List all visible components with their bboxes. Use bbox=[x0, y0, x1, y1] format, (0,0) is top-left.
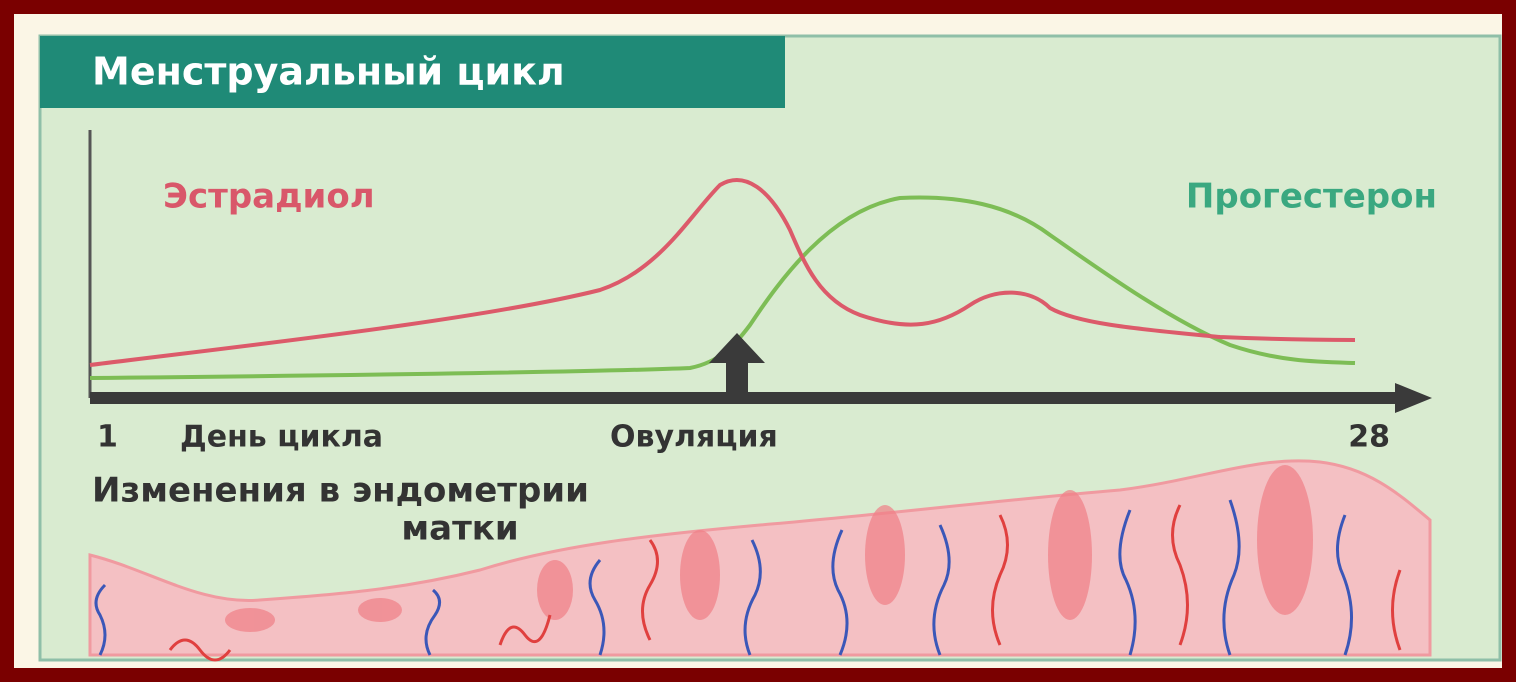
endometrium-title: матки bbox=[401, 509, 518, 549]
progesterone-label: Прогестерон bbox=[1186, 177, 1437, 217]
estradiol-label: Эстрадиол bbox=[163, 177, 375, 217]
endometrium-title: Изменения в эндометрии bbox=[92, 471, 589, 511]
ovulation-label: Овуляция bbox=[610, 420, 778, 455]
axis-end: 28 bbox=[1348, 420, 1390, 455]
page: Менструальный цикл Эстрадиол Прогестерон… bbox=[0, 0, 1516, 682]
axis-start: 1 bbox=[97, 420, 118, 455]
axis-label: День цикла bbox=[180, 420, 383, 455]
title: Менструальный цикл bbox=[92, 50, 565, 94]
